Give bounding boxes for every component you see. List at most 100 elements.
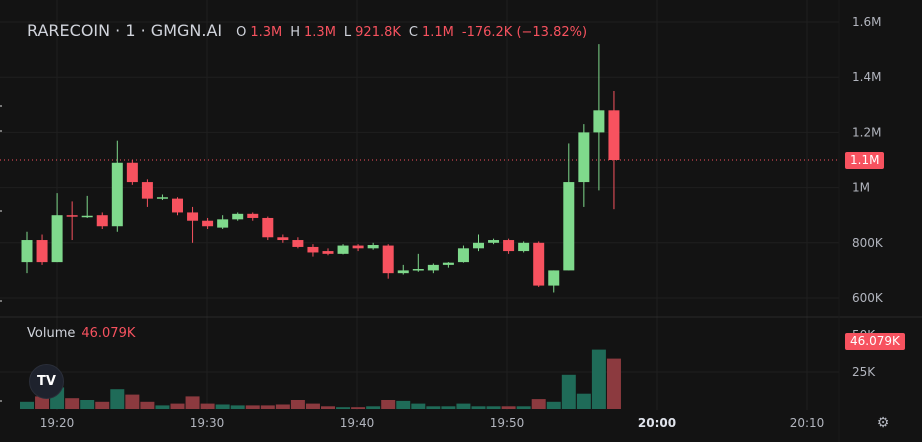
volume-bar [185,396,200,409]
volume-bar [501,406,516,409]
volume-bar [140,401,155,409]
volume-bar [80,400,95,409]
price-tick-label: 800K [852,236,884,250]
last-price-tag: 1.1M [845,152,885,169]
volume-bar [486,406,501,409]
volume-bar [591,349,606,409]
volume-bar [576,393,591,409]
volume-legend[interactable]: Volume 46.079K [27,326,135,341]
gear-icon[interactable]: ⚙ [876,415,890,431]
symbol-title[interactable]: RARECOIN · 1 · GMGN.AI [27,21,223,40]
low-value: 921.8K [355,25,401,40]
candle-body [66,215,78,217]
logo-text: TV [37,374,56,389]
candle-body [111,162,123,227]
candle-body [397,270,409,274]
candle-body [126,162,138,183]
volume-bar [260,405,275,409]
volume-bar [200,403,215,409]
volume-bar [110,389,125,409]
tradingview-logo-icon[interactable]: TV [29,364,64,399]
candle-body [382,245,394,274]
volume-bar [606,358,621,409]
symbol-legend[interactable]: RARECOIN · 1 · GMGN.AI O 1.3M H 1.3M L 921.… [27,21,587,40]
candle-body [292,240,304,247]
volume-tick-label: 25K [852,365,876,379]
candle-body [307,246,319,253]
time-tick-label: 20:00 [638,416,676,430]
volume-bar [95,401,110,409]
time-tick-label: 19:50 [490,416,525,430]
volume-bar [411,403,426,409]
price-tick-label: 1M [852,181,870,195]
candle-body [608,110,620,160]
volume-bar [20,401,34,409]
candle-body [533,242,545,286]
candle-body [51,215,63,263]
volume-bar [35,396,50,409]
candle-body [81,215,93,218]
volume-bar [336,407,351,409]
last-volume-tag: 46.079K [845,333,905,350]
candle-body [277,237,289,241]
volume-bar [441,406,456,409]
candle-body [322,251,334,254]
volume-bar [396,400,411,409]
candles [21,44,620,293]
candle-body [202,220,214,227]
close-label: C [408,25,418,40]
candle-body [262,217,274,238]
open-label: O [236,25,247,40]
time-tick-label: 19:30 [190,416,225,430]
candle-body [578,132,590,183]
candle-body [337,245,349,254]
candle-body [187,212,199,221]
volume-bar [230,405,245,409]
volume-bar [351,407,366,409]
volume-bar [170,403,185,409]
high-label: H [290,25,301,40]
volume-bar [381,400,396,409]
change-value: -176.2K (−13.82%) [461,25,588,40]
candle-body [442,262,454,265]
candle-body [593,110,605,133]
candle-body [352,245,364,249]
time-axis[interactable]: 19:20 19:30 19:40 19:50 20:00 20:10 [40,416,825,430]
candle-body [412,269,424,271]
volume-value: 46.079K [81,326,136,341]
candle-body [518,242,530,252]
candle-body [247,213,259,218]
volume-bar [531,399,546,409]
candle-body [503,240,515,252]
time-tick-label: 20:10 [790,416,825,430]
price-axis[interactable]: 600K 800K 1M 1.2M 1.4M 1.6M [852,15,884,305]
volume-bar [471,406,486,409]
candle-body [457,248,469,263]
candle-body [232,213,244,220]
candle-body [367,245,379,249]
volume-bar [125,394,140,409]
close-value: 1.1M [421,25,454,40]
volume-bar [546,401,561,409]
volume-bars [20,349,621,409]
time-tick-label: 19:20 [40,416,75,430]
candle-body [156,197,168,199]
volume-bar [275,404,290,409]
candle-body [141,182,153,199]
volume-bar [561,374,576,409]
volume-bar [65,398,80,409]
candle-body [21,240,33,263]
candle-body [548,270,560,286]
volume-bar [321,406,335,409]
left-edge-marks [0,105,2,402]
price-tick-label: 1.6M [852,15,881,29]
time-tick-label: 19:40 [340,416,375,430]
candle-body [217,219,229,228]
volume-bar [426,406,441,409]
volume-bar [305,403,320,409]
candle-body [36,240,48,263]
price-tick-label: 600K [852,291,884,305]
volume-bar [290,400,305,409]
candle-body [427,264,439,271]
